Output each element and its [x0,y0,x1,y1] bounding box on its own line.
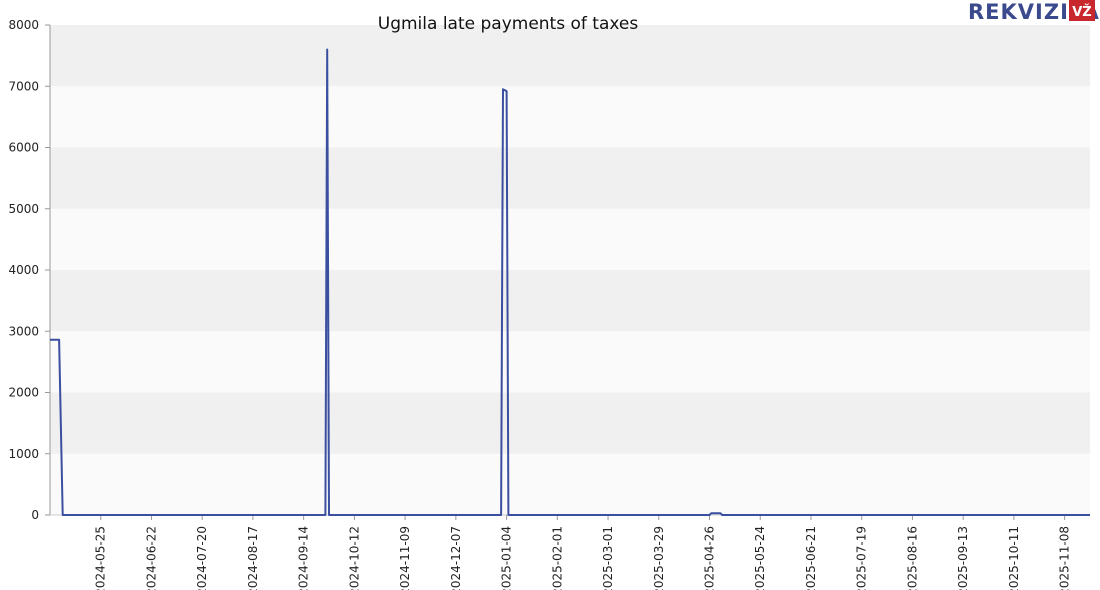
y-tick-label: 4000 [8,263,39,277]
y-tick-label: 2000 [8,386,39,400]
x-tick-label: 2025-05-24 [753,526,767,590]
logo-badge [1069,0,1095,21]
grid-band [50,453,1090,515]
grid-band [50,86,1090,148]
x-tick-label: 2024-07-20 [195,526,209,590]
x-tick-label: 2025-06-21 [804,526,818,590]
logo-badge-text: VŽ [1072,4,1092,20]
x-tick-label: 2025-04-26 [703,526,717,590]
grid-band [50,270,1090,332]
y-tick-label: 0 [31,508,39,522]
grid-band [50,208,1090,270]
y-tick-label: 8000 [8,18,39,32]
logo: REKVIZITAI VŽ [968,0,1100,24]
x-tick-label: 2024-10-12 [347,526,361,590]
x-tick-label: 2025-11-08 [1058,526,1072,590]
x-tick-label: 2024-05-25 [94,526,108,590]
x-tick-label: 2025-02-01 [550,526,564,590]
x-tick-label: 2024-11-09 [398,526,412,590]
series-line [50,48,1090,516]
grid-band [50,331,1090,393]
x-tick-label: 2024-08-17 [246,526,260,590]
grid-band [50,25,1090,87]
x-tick-label: 2025-08-16 [905,526,919,590]
y-tick-label: 6000 [8,141,39,155]
grid-bands [50,25,1090,515]
grid-band [50,147,1090,209]
x-tick-label: 2025-10-11 [1007,526,1021,590]
x-tick-label: 2024-09-14 [297,526,311,590]
x-tick-label: 2025-01-04 [500,526,514,590]
x-tick-label: 2025-03-01 [601,526,615,590]
x-axis: 2024-05-25 2024-06-22 2024-07-20 2024-08-17… [50,514,1090,590]
x-tick-label: 2024-06-22 [144,526,158,590]
y-tick-label: 1000 [8,447,39,461]
y-tick-label: 3000 [8,324,39,338]
x-tick-label: 2024-12-07 [449,526,463,590]
x-tick-label: 2025-03-29 [652,526,666,590]
x-tick-label: 2025-09-13 [956,526,970,590]
x-tick-label: 2025-07-19 [855,526,869,590]
chart-title: Ugmila late payments of taxes [378,14,639,34]
y-axis: 0 1000 2000 3000 4000 5000 6000 7000 8000 [8,18,51,522]
y-tick-label: 7000 [8,79,39,93]
grid-band [50,392,1090,454]
y-tick-label: 5000 [8,202,39,216]
